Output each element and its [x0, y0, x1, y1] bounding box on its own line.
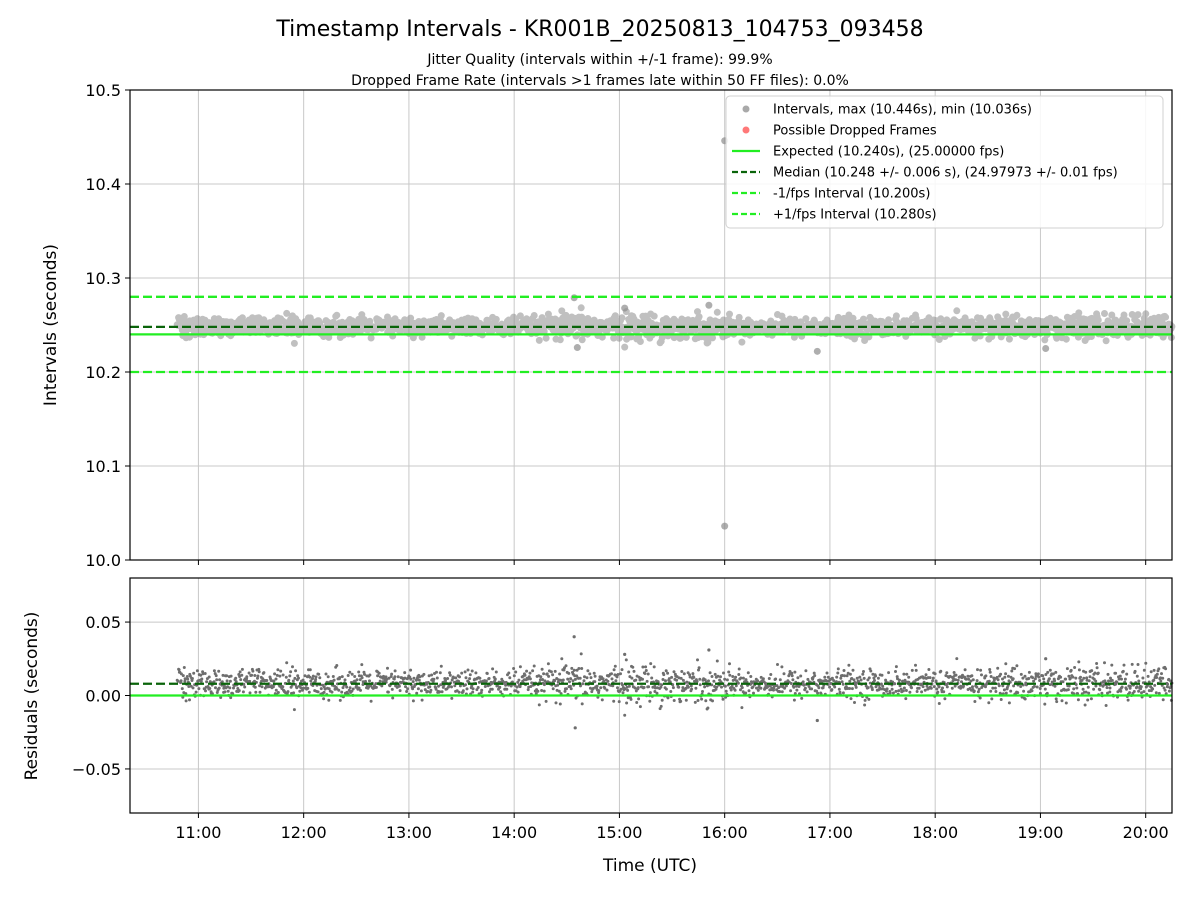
x-tick-label: 13:00 — [386, 823, 432, 842]
x-tick-label: 18:00 — [912, 823, 958, 842]
x-tick-label: 20:00 — [1123, 823, 1169, 842]
residuals-y-tick-label: −0.05 — [72, 760, 121, 779]
chart-title: Timestamp Intervals - KR001B_20250813_10… — [275, 17, 923, 42]
residuals-y-ticks: 0.05 0.00 −0.05 — [72, 613, 130, 779]
legend-label-0: Intervals, max (10.446s), min (10.036s) — [773, 103, 1032, 118]
interval-outlier-point — [813, 347, 821, 355]
x-tick-label: 12:00 — [281, 823, 327, 842]
legend-label-1: Possible Dropped Frames — [773, 124, 937, 139]
interval-outlier-point — [705, 301, 713, 309]
x-tick-label: 17:00 — [807, 823, 853, 842]
intervals-axes-frame — [129, 89, 1173, 561]
x-tick-label: 11:00 — [175, 823, 221, 842]
x-tick-label: 19:00 — [1017, 823, 1063, 842]
chart-subtitle-jitter: Jitter Quality (intervals within +/-1 fr… — [426, 52, 772, 68]
residual-outlier-point — [623, 652, 627, 656]
legend-label-5: +1/fps Interval (10.280s) — [773, 208, 937, 223]
legend-label-4: -1/fps Interval (10.200s) — [773, 187, 930, 202]
residual-outlier-point — [815, 718, 819, 723]
x-tick-label: 14:00 — [491, 823, 537, 842]
intervals-y-tick-label: 10.5 — [85, 81, 121, 100]
legend-label-2: Expected (10.240s), (25.00000 fps) — [773, 145, 1004, 160]
chart-subtitle-dropped: Dropped Frame Rate (intervals >1 frames … — [351, 73, 849, 89]
interval-outlier-point — [1042, 345, 1050, 352]
intervals-reference-lines — [130, 295, 1172, 374]
interval-outlier-point — [721, 522, 729, 530]
legend-marker-0 — [742, 105, 750, 113]
residuals-reference-lines — [130, 682, 1172, 697]
residuals-y-tick-label: 0.05 — [85, 613, 121, 632]
intervals-y-axis-label: Intervals (seconds) — [41, 244, 61, 406]
residual-outlier-point — [573, 726, 577, 730]
interval-outlier-point — [573, 344, 581, 352]
intervals-x-ticks — [197, 560, 1147, 565]
x-tick-label: 15:00 — [596, 823, 642, 842]
residuals-x-ticks: 11:00 12:00 13:00 14:00 15:00 16:00 17:00 18:00… — [175, 813, 1169, 842]
intervals-y-tick-label: 10.2 — [85, 363, 121, 382]
legend-marker-1 — [742, 126, 750, 134]
residuals-y-axis-label: Residuals (seconds) — [22, 612, 42, 781]
residual-outlier-point — [707, 648, 711, 652]
residual-outlier-point — [1044, 657, 1048, 661]
intervals-y-tick-label: 10.4 — [85, 175, 121, 194]
x-axis-label: Time (UTC) — [602, 856, 697, 876]
intervals-y-ticks: 10.0 10.1 10.2 10.3 10.4 10.5 — [85, 81, 130, 570]
legend-box — [725, 95, 1164, 229]
intervals-panel: 10.0 10.1 10.2 10.3 10.4 10.5 Intervals (seco… — [41, 81, 1176, 570]
intervals-y-tick-label: 10.0 — [85, 551, 121, 570]
intervals-y-tick-label: 10.1 — [85, 457, 121, 476]
residuals-y-tick-label: 0.00 — [85, 687, 121, 706]
intervals-y-tick-label: 10.3 — [85, 269, 121, 288]
residuals-panel: 0.050.00−0.05 11:00 12:00 13:00 14:00 15:00 1… — [22, 577, 1174, 842]
x-tick-label: 16:00 — [702, 823, 748, 842]
residual-outlier-point — [572, 635, 576, 639]
residuals-scatter — [175, 635, 1174, 730]
intervals-legend: Intervals, max (10.446s), min (10.036s) P… — [725, 95, 1164, 229]
legend-label-3: Median (10.248 +/- 0.006 s), (24.97973 +… — [773, 166, 1118, 181]
interval-outlier-point — [621, 304, 629, 312]
